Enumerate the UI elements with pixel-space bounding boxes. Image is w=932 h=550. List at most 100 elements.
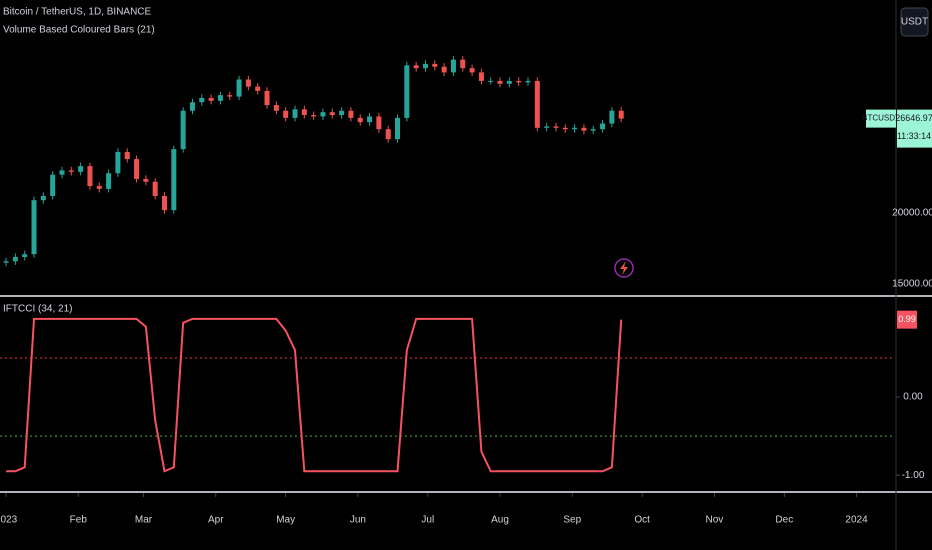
candle-body xyxy=(124,151,130,160)
y-tick-label: 0.00 xyxy=(903,392,923,403)
candle-body xyxy=(469,68,475,73)
x-tick-label: 2023 xyxy=(0,515,18,526)
y-tick-label: 20000.00 xyxy=(892,208,932,219)
symbol-tag-label: BTCUSDT xyxy=(862,114,900,123)
candle-body xyxy=(339,110,345,116)
candle-body xyxy=(283,110,289,118)
candle-body xyxy=(553,126,559,128)
x-tick-label: Aug xyxy=(491,515,509,526)
candle-body xyxy=(78,166,84,172)
price-tag xyxy=(897,109,932,148)
candle-body xyxy=(581,127,587,131)
candle-body xyxy=(227,95,233,97)
candle-body xyxy=(292,109,298,118)
candle-body xyxy=(171,149,177,211)
candle-body xyxy=(273,105,279,111)
candle-body xyxy=(516,80,522,83)
candle-body xyxy=(367,116,373,123)
candle-body xyxy=(413,65,419,69)
candle-body xyxy=(264,90,270,106)
candle-body xyxy=(422,63,428,69)
candle-body xyxy=(618,110,624,119)
candle-body xyxy=(152,181,158,196)
candle-body xyxy=(572,127,578,130)
candle-body xyxy=(162,195,168,211)
candle-body xyxy=(180,110,186,150)
candle-body xyxy=(115,151,121,174)
candle-body xyxy=(432,63,438,67)
indicator-name: Volume Based Coloured Bars (21) xyxy=(3,25,155,36)
candle-body xyxy=(245,79,251,87)
event-icon[interactable] xyxy=(614,258,634,278)
candle-body xyxy=(506,80,512,84)
candle-body xyxy=(59,170,65,175)
value-tag-label: 0.99 xyxy=(898,314,916,324)
x-tick-label: Feb xyxy=(70,515,88,526)
candle-body xyxy=(488,80,494,82)
candle-body xyxy=(544,126,550,128)
candle-body xyxy=(96,186,102,189)
candle-body xyxy=(189,102,195,111)
candle-body xyxy=(385,129,391,140)
x-tick-label: 2024 xyxy=(845,515,868,526)
candle-body xyxy=(357,117,363,123)
candle-body xyxy=(404,65,410,118)
y-tick-label: 15000.00 xyxy=(892,279,932,290)
candle-body xyxy=(134,159,140,179)
candle-body xyxy=(600,123,606,130)
event-icon-bolt xyxy=(620,261,628,275)
x-tick-label: Sep xyxy=(563,515,581,526)
candle-body xyxy=(68,170,74,172)
x-tick-label: Jul xyxy=(421,515,434,526)
candle-body xyxy=(590,129,596,131)
candle-body xyxy=(3,261,9,263)
symbol-tag xyxy=(866,109,896,128)
candle-body xyxy=(236,79,242,97)
candle-body xyxy=(50,174,56,196)
candle-body xyxy=(22,254,28,258)
x-tick-label: Nov xyxy=(706,515,724,526)
candle-body xyxy=(31,200,37,255)
x-tick-label: May xyxy=(276,515,295,526)
candle-body xyxy=(217,95,223,101)
candle-body xyxy=(460,59,466,69)
value-tag xyxy=(897,310,917,329)
candle-body xyxy=(534,80,540,128)
candle-body xyxy=(376,116,382,130)
candle-body xyxy=(562,127,568,130)
x-tick-label: Oct xyxy=(634,515,650,526)
candle-body xyxy=(609,110,615,124)
candle-body xyxy=(143,178,149,182)
candle-body xyxy=(311,115,317,117)
candle-body xyxy=(255,86,261,91)
candle-body xyxy=(106,173,112,189)
candle-body xyxy=(441,66,447,73)
candle-body xyxy=(478,72,484,81)
candle-body xyxy=(12,257,18,262)
x-tick-label: Dec xyxy=(775,515,793,526)
candle-body xyxy=(40,195,46,201)
candle-body xyxy=(348,110,354,118)
currency-button-label[interactable]: USDT xyxy=(901,17,928,28)
candle-body xyxy=(199,97,205,103)
chart-title: Bitcoin / TetherUS, 1D, BINANCE xyxy=(3,7,152,18)
indicator-line xyxy=(6,317,623,473)
y-tick-label: -1.00 xyxy=(902,470,925,481)
candle-body xyxy=(320,112,326,117)
indicator-name: IFTCCI (34, 21) xyxy=(3,304,72,315)
candle-body xyxy=(301,109,307,116)
candle-body xyxy=(329,112,335,116)
countdown-label: 11:33:14 xyxy=(897,131,931,141)
candle-body xyxy=(450,59,456,73)
x-tick-label: Jun xyxy=(350,515,366,526)
price-tag-label: 26646.97 xyxy=(895,113,932,123)
candle-body xyxy=(395,117,401,140)
currency-button[interactable] xyxy=(900,7,929,37)
candle-body xyxy=(497,80,503,84)
candle-body xyxy=(87,166,93,187)
x-tick-label: Apr xyxy=(208,515,224,526)
x-tick-label: Mar xyxy=(135,515,153,526)
candle-body xyxy=(525,80,531,83)
